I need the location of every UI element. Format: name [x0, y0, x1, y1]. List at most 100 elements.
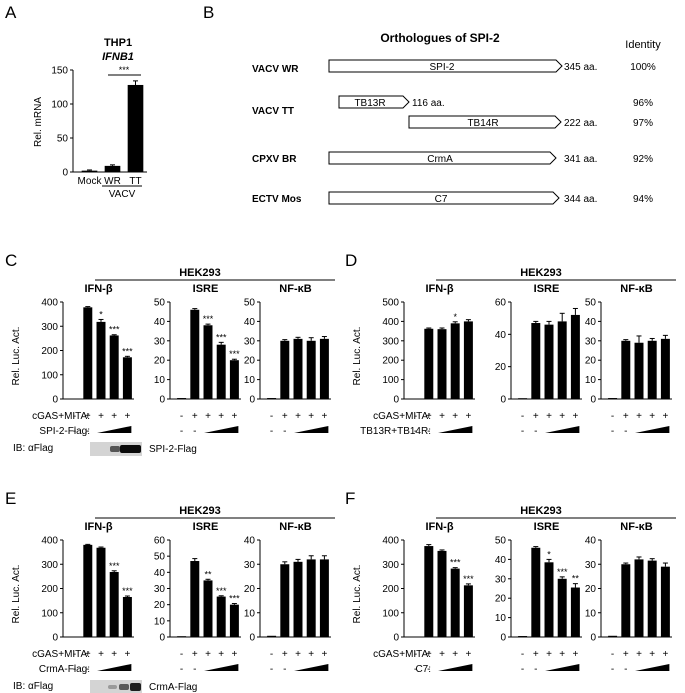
- panel-a: THP1 IFNB1 Rel. mRNA 0 50 100 150 Mock WR TT **…: [33, 37, 147, 200]
- y-tick-label-C3-40: 40: [244, 317, 256, 328]
- y-tick-label-C1-100: 100: [41, 370, 58, 381]
- bar-A-0: [81, 170, 98, 172]
- protein-bar-spi2: [328, 59, 563, 73]
- significance-F1-3: ***: [450, 558, 461, 568]
- row-label-cgas-mita-D: cGAS+MITA:: [373, 411, 431, 422]
- sign-treatment-E1-0: -: [73, 664, 76, 675]
- sign-treatment-E2-1: -: [193, 664, 196, 675]
- sign-treatment-F3-1: -: [624, 664, 627, 675]
- protein-bar-c7: [328, 191, 560, 205]
- y-tick-label-C2-30: 30: [154, 336, 166, 347]
- category-label-A-2: TT: [129, 176, 141, 187]
- sign-cgas-C1-3: +: [111, 411, 117, 422]
- sign-treatment-E1-1: -: [86, 664, 89, 675]
- blot-band-C-1: [110, 446, 120, 452]
- y-tick-label-C2-40: 40: [154, 317, 166, 328]
- bar-E2-4: [229, 604, 239, 637]
- sign-cgas-D3-1: +: [623, 411, 629, 422]
- ylabel-D: Rel. Luc. Act.: [352, 327, 363, 386]
- sign-cgas-C1-0: -: [73, 411, 76, 422]
- bar-C1-3: [109, 335, 119, 399]
- sign-cgas-C3-1: +: [282, 411, 288, 422]
- significance-C1-3: ***: [109, 325, 120, 335]
- bar-E1-1: [83, 544, 93, 637]
- protein-name-tb13r: TB13R: [354, 98, 385, 109]
- bar-F2-2: [544, 562, 554, 637]
- y-tick-label-D1-200: 200: [382, 356, 399, 367]
- y-tick-label-E2-60: 60: [154, 536, 166, 547]
- panel-b: Orthologues of SPI-2 Identity VACV WR SP…: [252, 31, 661, 205]
- y-tick-label-E1-0: 0: [52, 633, 58, 644]
- bar-D3-2: [634, 342, 644, 399]
- sign-cgas-E2-3: +: [218, 649, 224, 660]
- protein-bar-tb14r: [408, 115, 562, 129]
- y-tick-label-C3-30: 30: [244, 336, 256, 347]
- row-label-cgas-mita-F: cGAS+MITA:: [373, 649, 431, 660]
- sign-treatment-C2-0: -: [180, 426, 183, 437]
- virus-label-vacv-wr: VACV WR: [252, 64, 299, 75]
- sign-cgas-F3-2: +: [636, 649, 642, 660]
- chart-f3: 0 10 20 30 40 NF-κB: [585, 521, 672, 644]
- bar-D1-1: [424, 328, 434, 399]
- bar-D1-0: [411, 398, 421, 400]
- significance-F2-4: **: [572, 574, 580, 584]
- sign-cgas-D2-2: +: [546, 411, 552, 422]
- dose-wedge-E2: [204, 664, 239, 671]
- sign-cgas-E1-1: +: [85, 649, 91, 660]
- sign-cgas-E2-0: -: [180, 649, 183, 660]
- row-label-treatment-C: SPI-2-Flag:: [39, 426, 90, 437]
- bar-C3-2: [293, 338, 303, 399]
- identity-header: Identity: [625, 39, 661, 51]
- sign-cgas-C2-2: +: [205, 411, 211, 422]
- sign-cgas-E2-4: +: [231, 649, 237, 660]
- y-tick-label-D3-10: 10: [585, 375, 597, 386]
- bar-D2-1: [531, 323, 541, 399]
- y-tick-label-F2-10: 10: [495, 613, 507, 624]
- sign-cgas-C3-4: +: [321, 411, 327, 422]
- y-tick-label-E2-30: 30: [154, 584, 166, 595]
- bar-C2-0: [177, 398, 187, 399]
- y-tick-label-D1-300: 300: [382, 336, 399, 347]
- y-tick-label-D3-40: 40: [585, 317, 597, 328]
- bar-F1-1: [424, 546, 434, 637]
- chart-e3: 0 10 20 30 40 NF-κB: [244, 521, 331, 644]
- bar-F3-2: [634, 559, 644, 637]
- chart-title-E2: ISRE: [193, 521, 219, 533]
- y-tick-label-D2-0: 0: [500, 395, 506, 406]
- panel-a-cell: THP1: [104, 37, 132, 49]
- bar-E3-4: [319, 559, 329, 637]
- dose-wedge-D1: [438, 426, 473, 433]
- y-tick-label-E3-0: 0: [249, 633, 255, 644]
- ylabel-E: Rel. Luc. Act.: [11, 565, 22, 624]
- sign-cgas-C1-2: +: [98, 411, 104, 422]
- bar-C1-4: [122, 357, 132, 399]
- sign-cgas-E3-4: +: [321, 649, 327, 660]
- sign-cgas-C2-4: +: [231, 411, 237, 422]
- bar-E3-1: [280, 564, 290, 637]
- sign-treatment-C1-0: -: [73, 426, 76, 437]
- orthologues-title: Orthologues of SPI-2: [380, 31, 500, 45]
- dose-wedge-C3: [294, 426, 329, 433]
- y-tick-label-C2-50: 50: [154, 298, 166, 309]
- y-tick-label-E1-400: 400: [41, 536, 58, 547]
- y-tick-label-C1-0: 0: [52, 395, 58, 406]
- bar-A-2: [127, 84, 144, 172]
- sign-cgas-C1-4: +: [124, 411, 130, 422]
- sign-cgas-C3-3: +: [308, 411, 314, 422]
- sign-cgas-F1-1: +: [426, 649, 432, 660]
- y-tick-label-D2-20: 20: [495, 362, 507, 373]
- y-tick-label-F3-40: 40: [585, 536, 597, 547]
- y-tick-label-A-100: 100: [51, 100, 68, 111]
- y-tick-label-D1-0: 0: [393, 395, 399, 406]
- panel-letter-e: E: [5, 489, 16, 508]
- sign-cgas-C3-0: -: [270, 411, 273, 422]
- virus-label-cpxv-br: CPXV BR: [252, 154, 297, 165]
- protein-length-tb14r: 222 aa.: [564, 118, 597, 129]
- sign-treatment-F2-1: -: [534, 664, 537, 675]
- bar-C3-0: [267, 398, 277, 399]
- bar-D3-0: [608, 398, 618, 399]
- bar-A-1: [104, 165, 121, 172]
- y-tick-label-A-50: 50: [57, 134, 69, 145]
- row-label-treatment-E: CrmA-Flag:: [39, 664, 90, 675]
